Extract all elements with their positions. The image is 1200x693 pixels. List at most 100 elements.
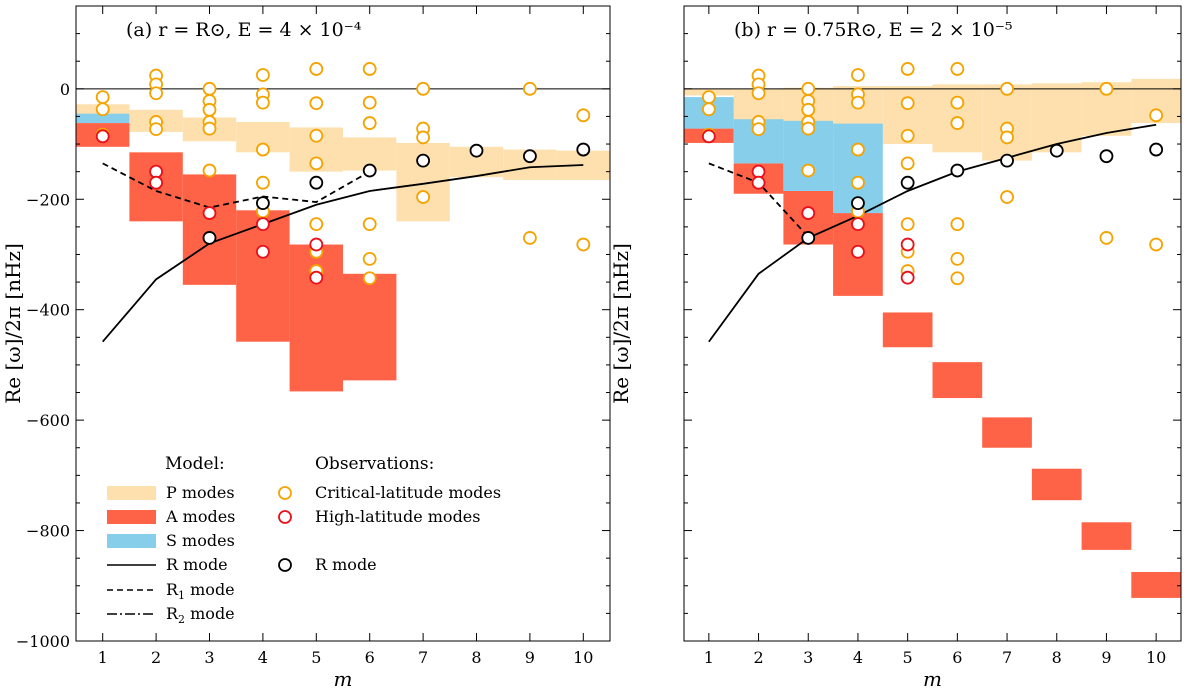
panel-b-xtick-label: 5 (903, 648, 913, 667)
panel-b-bands (684, 78, 1181, 598)
panel-b-critical-point (851, 95, 865, 110)
panel-a-critical-point (309, 217, 324, 232)
panel-b-high-point (900, 237, 915, 252)
panel-b-high-point (701, 129, 716, 144)
panel-a-critical-point (523, 231, 537, 245)
panel-a-critical-point (309, 96, 324, 111)
panel-a-high-point (95, 129, 110, 144)
panel-a-r-mode-point (416, 153, 431, 168)
panel-b-critical-point (851, 142, 865, 157)
panel-a-critical-point (362, 251, 377, 266)
legend-obs-r-label: R mode (315, 555, 377, 574)
panel-b-frame (683, 5, 1182, 642)
panel-b-xtick-label: 2 (753, 648, 763, 667)
panel-a-title: (a) r = R⊙, E = 4 × 10⁻⁴ (126, 19, 362, 41)
panel-b: 1 2 3 4 5 6 7 8 9 10 (b) r = 0.75R⊙, E = 2 × 10⁻⁵… (609, 5, 1182, 691)
panel-a-bands (76, 104, 610, 392)
panel-b-critical-point (900, 128, 915, 143)
legend-p-swatch (107, 486, 156, 500)
panel-b-points (701, 62, 1164, 286)
panel-a-a-band-m3 (182, 174, 237, 285)
panel-b-critical-point (900, 156, 915, 171)
legend-crit-marker (278, 486, 292, 500)
panel-a-r-mode-point (362, 163, 377, 178)
panel-a-critical-point (309, 62, 324, 76)
panel-a-xtick-label: 2 (151, 648, 161, 667)
legend-r-marker (278, 558, 292, 572)
panel-a-r-mode-point (255, 196, 270, 211)
panel-b-critical-point (900, 62, 915, 76)
panel-a-critical-point (576, 237, 591, 252)
legend-r-label: R mode (166, 555, 228, 574)
panel-b-title: (b) r = 0.75R⊙, E = 2 × 10⁻⁵ (734, 19, 1013, 41)
panel-a-critical-point (255, 68, 270, 82)
panel-a-high-point (255, 217, 270, 232)
panel-a-critical-point (416, 130, 431, 145)
panel-a-critical-point (149, 86, 164, 101)
legend-model-title: Model: (165, 454, 225, 474)
panel-a-critical-point (255, 142, 270, 157)
legend-p-label: P modes (166, 483, 235, 502)
panel-b-xtick-label: 1 (704, 648, 714, 667)
panel-a-high-point (202, 206, 217, 220)
panel-a-lines (76, 88, 610, 343)
panel-b-critical-point (900, 217, 915, 232)
panel-b-xtick-label: 4 (853, 648, 863, 667)
panel-b-critical-point (950, 62, 965, 76)
panel-a-r-mode-point (523, 149, 537, 164)
panel-b-xtick-label: 7 (1002, 648, 1012, 667)
panel-b-high-point (851, 244, 865, 259)
panel-b-critical-point (950, 251, 965, 266)
panel-a-a-band-m6 (343, 273, 397, 381)
panel-a-critical-point (202, 121, 217, 136)
panel-a-r-mode-point (576, 142, 591, 157)
panel-b-critical-point (851, 68, 865, 82)
panel-b-critical-point (1149, 108, 1164, 123)
panel-a-points (95, 62, 591, 286)
legend-a-swatch (107, 510, 156, 524)
panel-b-a-band-m9 (1081, 522, 1132, 550)
panel-b-a-band-m10 (1131, 571, 1181, 598)
panel-b-r-mode-point (801, 231, 816, 245)
panel-b-critical-point (801, 163, 816, 178)
panel-b-a-band-m8 (1031, 468, 1082, 501)
panel-a-high-point (309, 237, 324, 252)
panel-a-xtick-label: 6 (365, 648, 375, 667)
panel-a-xtick-label: 1 (98, 648, 108, 667)
panel-b-r-mode-point (1099, 149, 1114, 164)
panel-a-critical-point (255, 175, 270, 190)
panel-a-critical-point (202, 102, 217, 117)
panel-b-a-band-m6 (932, 362, 983, 399)
panel-b-xtick-label: 3 (803, 648, 813, 667)
panel-b-r-mode-point (950, 163, 965, 178)
panel-b-critical-point (801, 121, 816, 136)
panel-b-critical-point (1000, 190, 1014, 204)
panel-b-r-mode-point (1000, 153, 1014, 168)
panel-a-critical-point (202, 163, 217, 178)
panel-a-r-mode-point (309, 175, 324, 190)
panel-a-critical-point (255, 95, 270, 110)
legend-s-swatch (107, 534, 156, 548)
panel-b-critical-point (950, 217, 965, 232)
panel-b-critical-point (801, 81, 816, 96)
panel-a-r1-mode-line (102, 162, 371, 209)
panel-a-ytick-label: −800 (26, 522, 70, 541)
panel-b-critical-point (701, 90, 716, 105)
panel-b-critical-point (950, 95, 965, 110)
panel-a-critical-point (202, 81, 217, 96)
panel-b-r-mode-point (1149, 142, 1164, 157)
legend-crit-label: Critical-latitude modes (315, 483, 501, 502)
panel-b-critical-point (1149, 237, 1164, 252)
panel-b-p-band-m8 (1031, 83, 1082, 153)
panel-b-high-point (801, 206, 816, 220)
legend-a-label: A modes (165, 507, 235, 526)
panel-b-high-point (900, 270, 915, 285)
panel-b-critical-point (1099, 81, 1114, 96)
panel-b-a-band-m5 (882, 312, 933, 348)
panel-b-critical-point (701, 102, 716, 117)
panel-a-ylabel: Re [ω]/2π [nHz] (1, 243, 25, 404)
legend-r1-label: R1 mode (166, 580, 235, 602)
panel-b-critical-point (950, 271, 965, 286)
panel-a-critical-point (416, 190, 431, 204)
panel-a-critical-point (309, 128, 324, 143)
